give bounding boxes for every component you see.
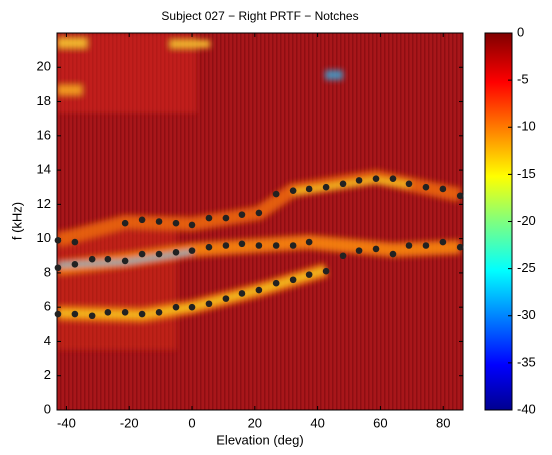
notch-point <box>439 185 447 193</box>
notch-point <box>155 218 163 225</box>
notch-point <box>172 303 180 311</box>
notch-point <box>372 175 380 182</box>
y-tick-label: 12 <box>37 196 51 211</box>
notch-point <box>121 219 129 227</box>
x-tick-label: 40 <box>310 415 324 430</box>
heatmap <box>57 33 463 410</box>
notch-point <box>389 175 397 182</box>
notch-point <box>272 279 280 287</box>
notch-point <box>205 300 213 308</box>
notch-point <box>238 211 246 218</box>
notch-point <box>305 271 313 278</box>
notch-point <box>339 180 347 188</box>
notch-point <box>289 276 297 284</box>
notch-point <box>222 295 230 302</box>
notch-point <box>138 250 146 258</box>
notch-point <box>422 183 430 191</box>
plot-frame <box>56 32 464 411</box>
colorbar-tick-label: -25 <box>517 260 536 275</box>
notch-point <box>389 250 397 258</box>
notch-point <box>71 310 79 318</box>
notch-point <box>456 192 464 200</box>
y-axis-label: f (kHz) <box>9 202 24 240</box>
notch-point <box>88 255 96 263</box>
y-tick-label: 8 <box>44 264 51 279</box>
x-tick-label: 80 <box>436 415 450 430</box>
notch-point <box>155 309 163 316</box>
y-tick-label: 6 <box>44 299 51 314</box>
notch-point <box>255 209 263 217</box>
notch-point <box>238 240 246 248</box>
notch-point <box>305 238 313 246</box>
colorbar-tick-label: -20 <box>517 213 536 228</box>
notch-point <box>54 237 62 244</box>
colorbar-tick-label: -40 <box>517 401 536 416</box>
colorbar-tick-label: -35 <box>517 354 536 369</box>
notch-point <box>456 243 464 251</box>
notch-point <box>322 183 330 191</box>
notch-point <box>104 309 112 316</box>
notch-point <box>339 252 347 260</box>
x-tick-label: 20 <box>248 415 262 430</box>
notch-point <box>355 247 363 254</box>
x-tick-label: 60 <box>373 415 387 430</box>
colorbar <box>484 32 513 411</box>
colorbar-tick-label: 0 <box>517 24 524 39</box>
notch-point <box>188 247 196 254</box>
notch-point <box>272 190 280 198</box>
notch-point <box>439 238 447 246</box>
y-tick-label: 10 <box>37 230 51 245</box>
notch-point <box>422 242 430 249</box>
chart-title: Subject 027 − Right PRTF − Notches <box>161 9 358 23</box>
notch-point <box>355 177 363 184</box>
notch-point <box>121 309 129 316</box>
notch-point <box>172 249 180 256</box>
notch-point <box>205 214 213 222</box>
notch-point <box>255 286 263 294</box>
notch-point <box>104 255 112 263</box>
notch-point <box>372 245 380 253</box>
notch-point <box>155 250 163 258</box>
y-tick-label: 2 <box>44 367 51 382</box>
x-axis-label: Elevation (deg) <box>216 432 303 447</box>
colorbar-tick-label: -5 <box>517 72 529 87</box>
notch-point <box>238 290 246 297</box>
notch-point <box>88 312 96 320</box>
notch-point <box>138 310 146 318</box>
notch-point <box>405 180 413 188</box>
colorbar-tick-label: -10 <box>517 119 536 134</box>
notch-point <box>54 310 62 318</box>
notch-point <box>71 238 79 246</box>
notch-point <box>322 267 330 275</box>
x-tick-label: -20 <box>120 415 139 430</box>
x-tick-label: -40 <box>57 415 76 430</box>
notch-point <box>405 242 413 249</box>
notch-point <box>54 264 62 272</box>
notch-point <box>255 242 263 249</box>
y-tick-label: 18 <box>37 93 51 108</box>
notch-point <box>222 242 230 249</box>
x-tick-label: 0 <box>188 415 195 430</box>
y-tick-label: 16 <box>37 127 51 142</box>
y-tick-label: 20 <box>37 59 51 74</box>
notch-point <box>289 242 297 249</box>
notch-point <box>222 214 230 222</box>
y-tick-label: 0 <box>44 401 51 416</box>
notch-point <box>205 243 213 251</box>
notch-point <box>289 187 297 194</box>
notch-point <box>272 242 280 249</box>
y-tick-label: 4 <box>44 333 51 348</box>
notch-point <box>188 303 196 311</box>
colorbar-tick-label: -30 <box>517 307 536 322</box>
notch-point <box>172 219 180 227</box>
notch-point <box>121 257 129 265</box>
colorbar-tick-label: -15 <box>517 166 536 181</box>
notch-point <box>138 216 146 224</box>
notch-point <box>305 185 313 193</box>
notch-point <box>188 221 196 229</box>
notch-point <box>71 261 79 268</box>
y-tick-label: 14 <box>37 162 51 177</box>
